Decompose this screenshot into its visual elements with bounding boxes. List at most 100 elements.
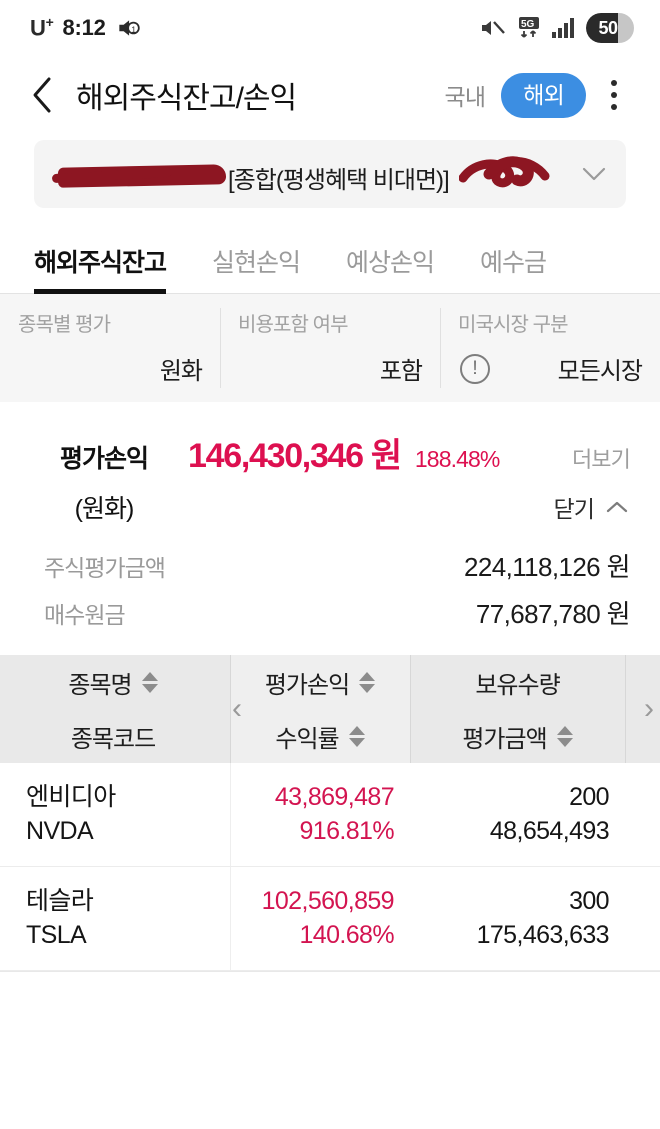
header-label: 보유수량	[475, 671, 560, 699]
header-col-name[interactable]: 종목명 종목코드	[0, 655, 230, 763]
tab-expected-pnl[interactable]: 예상손익	[346, 249, 435, 277]
cell-stock-identity: 테슬라 TSLA	[0, 867, 230, 970]
cell-pnl: 43,869,487 916.81%	[230, 763, 410, 866]
header-col-pnl[interactable]: 평가손익 수익률	[230, 655, 410, 763]
back-button[interactable]	[30, 72, 70, 118]
stock-code: NVDA	[26, 816, 94, 845]
summary-detail-value: 77,687,780 원	[475, 599, 631, 629]
account-type-label: [종합(평생혜택 비대면)]	[228, 166, 450, 194]
cell-scroll-space	[625, 867, 660, 970]
holding-quantity: 200	[569, 782, 610, 811]
table-header: 종목명 종목코드 평가손익 수익률	[0, 655, 660, 763]
account-selector[interactable]: [종합(평생혜택 비대면)]	[34, 140, 626, 208]
filter-value-row: 포함	[238, 351, 423, 386]
valuation-pnl: 43,869,487	[274, 782, 395, 811]
header-cell-valuation-amount[interactable]: 평가금액	[410, 709, 625, 763]
5g-icon: 5G	[516, 15, 542, 41]
signal-bars-icon	[551, 17, 577, 39]
tab-bar: 해외주식잔고 실현손익 예상손익 예수금	[0, 222, 660, 294]
summary-more-link[interactable]: 더보기	[571, 447, 631, 472]
valuation-amount: 48,654,493	[489, 816, 610, 845]
header-cell-quantity[interactable]: 보유수량	[410, 655, 625, 709]
account-chevron-down-icon[interactable]	[570, 164, 608, 184]
tab-realized-pnl[interactable]: 실현손익	[212, 249, 301, 277]
summary-main-value: 146,430,346 원	[188, 437, 402, 475]
summary-main-row: 평가손익 146,430,346 원 188.48% 더보기	[30, 428, 631, 477]
filter-label: 종목별 평가	[18, 314, 111, 336]
return-rate: 916.81%	[299, 816, 395, 845]
filter-valuation-currency[interactable]: 종목별 평가 원화	[0, 294, 220, 402]
filter-label: 미국시장 구분	[458, 314, 569, 336]
filter-cost-included[interactable]: 비용포함 여부 포함	[220, 294, 440, 402]
cell-stock-identity: 엔비디아 NVDA	[0, 763, 230, 866]
header-cell-valuation-pnl[interactable]: 평가손익	[230, 655, 410, 709]
sort-toggle-icon[interactable]	[359, 671, 376, 693]
status-bar-left: U+ 8:12 1	[30, 14, 141, 41]
stock-name: 테슬라	[26, 886, 94, 915]
summary-detail-value: 224,118,126 원	[463, 552, 631, 582]
info-circle-icon[interactable]: !	[460, 353, 490, 384]
filter-value: 모든시장	[557, 358, 643, 385]
header-label: 종목명	[68, 671, 132, 699]
tab-overseas-holdings[interactable]: 해외주식잔고	[34, 243, 167, 294]
filter-value: 원화	[159, 358, 203, 385]
filter-value-row: 원화	[18, 351, 203, 386]
page-title: 해외주식잔고/손익	[76, 82, 297, 115]
header-label: 종목코드	[70, 725, 156, 753]
filter-row: 종목별 평가 원화 비용포함 여부 포함 미국시장 구분 ! 모든시장	[0, 294, 660, 402]
header-col-scroll	[625, 655, 660, 763]
header-cell-return-rate[interactable]: 수익률	[230, 709, 410, 763]
stock-name: 엔비디아	[26, 782, 116, 811]
summary-detail-label: 매수원금	[44, 602, 126, 628]
summary-main-percent: 188.48%	[414, 446, 500, 472]
status-bar-right: 5G 50	[479, 13, 634, 43]
chevron-left-icon[interactable]: ‹	[232, 692, 242, 725]
status-time: 8:12	[62, 14, 106, 40]
summary-main-label: 평가손익	[59, 445, 149, 473]
header-label: 수익률	[275, 725, 339, 753]
sort-toggle-icon[interactable]	[141, 671, 158, 693]
svg-text:1: 1	[131, 24, 136, 34]
return-rate: 140.68%	[299, 920, 395, 949]
filter-label: 비용포함 여부	[238, 314, 349, 336]
segment-domestic[interactable]: 국내	[444, 84, 487, 110]
header-col-quantity[interactable]: 보유수량 평가금액	[410, 655, 625, 763]
table-row[interactable]: 엔비디아 NVDA 43,869,487 916.81% 200 48,654,…	[0, 763, 660, 867]
cell-scroll-space	[625, 763, 660, 866]
sort-toggle-icon[interactable]	[556, 725, 573, 747]
chevron-up-icon	[606, 501, 628, 513]
tab-deposit[interactable]: 예수금	[480, 249, 547, 277]
filter-us-market[interactable]: 미국시장 구분 ! 모든시장	[440, 294, 660, 402]
summary-panel: 평가손익 146,430,346 원 188.48% 더보기 (원화) 닫기	[0, 402, 660, 533]
mute-icon	[479, 16, 507, 40]
table-row[interactable]: 테슬라 TSLA 102,560,859 140.68% 300 175,463…	[0, 867, 660, 971]
summary-collapse-button[interactable]: 닫기	[553, 490, 630, 524]
chevron-right-icon[interactable]: ›	[644, 692, 654, 725]
sort-toggle-icon[interactable]	[348, 725, 365, 747]
segment-overseas[interactable]: 해외	[501, 72, 586, 118]
battery-indicator: 50	[586, 13, 634, 43]
header-label: 평가금액	[462, 725, 547, 753]
cell-quantity-value: 200 48,654,493	[410, 763, 625, 866]
summary-detail-row-valuation: 주식평가금액 224,118,126 원	[0, 547, 660, 584]
filter-value: 포함	[379, 358, 423, 385]
account-text: [종합(평생혜택 비대면)]	[58, 154, 551, 195]
kebab-menu-icon[interactable]	[592, 72, 636, 118]
account-number-redacted	[58, 162, 226, 188]
account-nickname-redacted	[458, 154, 551, 188]
header-cell-stock-name[interactable]: 종목명	[0, 655, 230, 709]
svg-text:5G: 5G	[521, 19, 535, 30]
summary-detail-row-principal: 매수원금 77,687,780 원	[0, 594, 660, 631]
summary-collapse-label: 닫기	[553, 496, 594, 522]
summary-sub-row: (원화) 닫기	[30, 489, 630, 525]
valuation-amount: 175,463,633	[476, 920, 610, 949]
table-bottom-edge	[0, 971, 660, 977]
account-selector-wrap: [종합(평생혜택 비대면)]	[0, 134, 660, 208]
summary-currency-label: (원화)	[74, 495, 135, 523]
filter-value-row: ! 모든시장	[458, 351, 643, 386]
vibrate-icon: 1	[115, 15, 141, 41]
header-cell-stock-code[interactable]: 종목코드	[0, 709, 230, 763]
back-chevron-icon	[33, 77, 51, 113]
header-label: 평가손익	[264, 671, 350, 699]
